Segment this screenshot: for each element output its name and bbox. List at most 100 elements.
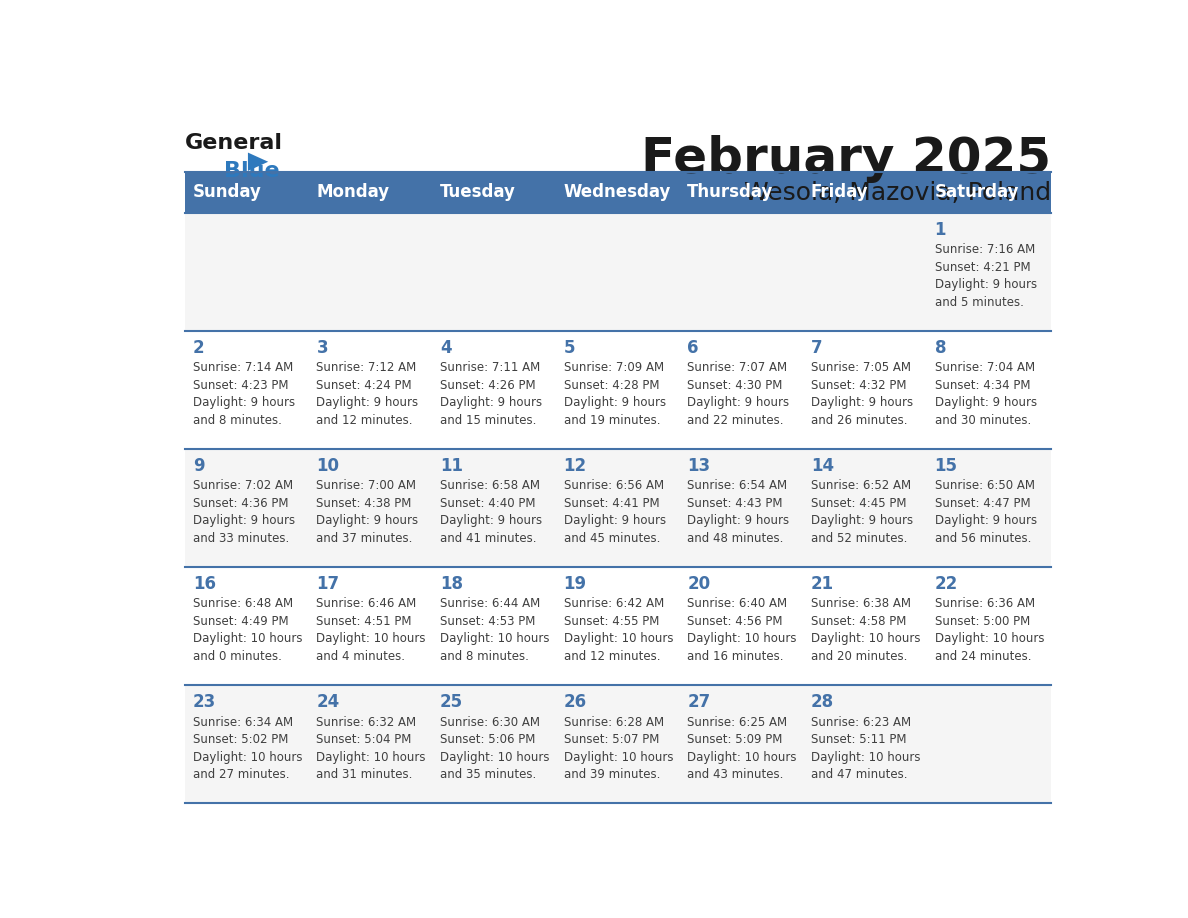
Text: Sunrise: 6:34 AM
Sunset: 5:02 PM
Daylight: 10 hours
and 27 minutes.: Sunrise: 6:34 AM Sunset: 5:02 PM Dayligh… (192, 715, 302, 781)
Text: 24: 24 (316, 693, 340, 711)
Text: Sunrise: 7:11 AM
Sunset: 4:26 PM
Daylight: 9 hours
and 15 minutes.: Sunrise: 7:11 AM Sunset: 4:26 PM Dayligh… (440, 362, 542, 427)
Text: February 2025: February 2025 (640, 135, 1051, 183)
Text: Sunrise: 6:30 AM
Sunset: 5:06 PM
Daylight: 10 hours
and 35 minutes.: Sunrise: 6:30 AM Sunset: 5:06 PM Dayligh… (440, 715, 550, 781)
Bar (556, 685, 680, 803)
Bar (803, 566, 927, 685)
Bar (927, 449, 1051, 566)
Text: Sunrise: 6:38 AM
Sunset: 4:58 PM
Daylight: 10 hours
and 20 minutes.: Sunrise: 6:38 AM Sunset: 4:58 PM Dayligh… (811, 598, 921, 663)
Bar (432, 566, 556, 685)
Bar (556, 172, 680, 213)
Text: 21: 21 (811, 575, 834, 593)
Text: Sunrise: 7:02 AM
Sunset: 4:36 PM
Daylight: 9 hours
and 33 minutes.: Sunrise: 7:02 AM Sunset: 4:36 PM Dayligh… (192, 479, 295, 545)
Text: Sunrise: 7:12 AM
Sunset: 4:24 PM
Daylight: 9 hours
and 12 minutes.: Sunrise: 7:12 AM Sunset: 4:24 PM Dayligh… (316, 362, 418, 427)
Text: Sunday: Sunday (192, 184, 261, 201)
Text: 28: 28 (811, 693, 834, 711)
Text: Sunrise: 6:58 AM
Sunset: 4:40 PM
Daylight: 9 hours
and 41 minutes.: Sunrise: 6:58 AM Sunset: 4:40 PM Dayligh… (440, 479, 542, 545)
Bar (927, 213, 1051, 330)
Bar (185, 449, 309, 566)
Text: Sunrise: 6:44 AM
Sunset: 4:53 PM
Daylight: 10 hours
and 8 minutes.: Sunrise: 6:44 AM Sunset: 4:53 PM Dayligh… (440, 598, 550, 663)
Bar (803, 449, 927, 566)
Text: 19: 19 (563, 575, 587, 593)
Text: Sunrise: 6:28 AM
Sunset: 5:07 PM
Daylight: 10 hours
and 39 minutes.: Sunrise: 6:28 AM Sunset: 5:07 PM Dayligh… (563, 715, 674, 781)
Bar (680, 566, 803, 685)
Text: 14: 14 (811, 457, 834, 475)
Bar (556, 213, 680, 330)
Text: 11: 11 (440, 457, 463, 475)
Text: 23: 23 (192, 693, 216, 711)
Bar (680, 213, 803, 330)
Text: Sunrise: 7:05 AM
Sunset: 4:32 PM
Daylight: 9 hours
and 26 minutes.: Sunrise: 7:05 AM Sunset: 4:32 PM Dayligh… (811, 362, 914, 427)
Bar (185, 213, 309, 330)
Text: 8: 8 (935, 339, 946, 357)
Text: Sunrise: 6:48 AM
Sunset: 4:49 PM
Daylight: 10 hours
and 0 minutes.: Sunrise: 6:48 AM Sunset: 4:49 PM Dayligh… (192, 598, 302, 663)
Bar (309, 213, 432, 330)
Bar (185, 330, 309, 449)
Text: 1: 1 (935, 221, 946, 239)
Text: Sunrise: 7:07 AM
Sunset: 4:30 PM
Daylight: 9 hours
and 22 minutes.: Sunrise: 7:07 AM Sunset: 4:30 PM Dayligh… (688, 362, 789, 427)
Text: Wesola, Mazovia, Poland: Wesola, Mazovia, Poland (744, 181, 1051, 205)
Bar (927, 330, 1051, 449)
Polygon shape (248, 152, 268, 171)
Text: 6: 6 (688, 339, 699, 357)
Bar (556, 566, 680, 685)
Bar (432, 213, 556, 330)
Text: 16: 16 (192, 575, 216, 593)
Text: Monday: Monday (316, 184, 390, 201)
Text: 22: 22 (935, 575, 958, 593)
Bar (185, 685, 309, 803)
Text: 3: 3 (316, 339, 328, 357)
Bar (803, 213, 927, 330)
Text: General: General (185, 132, 283, 152)
Bar (309, 449, 432, 566)
Text: 5: 5 (563, 339, 575, 357)
Text: 18: 18 (440, 575, 463, 593)
Text: Thursday: Thursday (688, 184, 773, 201)
Bar (309, 172, 432, 213)
Text: Tuesday: Tuesday (440, 184, 516, 201)
Text: 25: 25 (440, 693, 463, 711)
Bar (927, 172, 1051, 213)
Bar (680, 330, 803, 449)
Text: 15: 15 (935, 457, 958, 475)
Bar (803, 685, 927, 803)
Text: Sunrise: 7:09 AM
Sunset: 4:28 PM
Daylight: 9 hours
and 19 minutes.: Sunrise: 7:09 AM Sunset: 4:28 PM Dayligh… (563, 362, 665, 427)
Bar (680, 685, 803, 803)
Text: Sunrise: 7:14 AM
Sunset: 4:23 PM
Daylight: 9 hours
and 8 minutes.: Sunrise: 7:14 AM Sunset: 4:23 PM Dayligh… (192, 362, 295, 427)
Bar (927, 566, 1051, 685)
Text: 9: 9 (192, 457, 204, 475)
Bar (185, 566, 309, 685)
Bar (556, 330, 680, 449)
Bar (309, 330, 432, 449)
Bar (432, 685, 556, 803)
Text: Sunrise: 6:32 AM
Sunset: 5:04 PM
Daylight: 10 hours
and 31 minutes.: Sunrise: 6:32 AM Sunset: 5:04 PM Dayligh… (316, 715, 425, 781)
Text: Sunrise: 6:23 AM
Sunset: 5:11 PM
Daylight: 10 hours
and 47 minutes.: Sunrise: 6:23 AM Sunset: 5:11 PM Dayligh… (811, 715, 921, 781)
Text: Sunrise: 6:42 AM
Sunset: 4:55 PM
Daylight: 10 hours
and 12 minutes.: Sunrise: 6:42 AM Sunset: 4:55 PM Dayligh… (563, 598, 674, 663)
Text: 12: 12 (563, 457, 587, 475)
Bar (432, 330, 556, 449)
Text: Sunrise: 6:46 AM
Sunset: 4:51 PM
Daylight: 10 hours
and 4 minutes.: Sunrise: 6:46 AM Sunset: 4:51 PM Dayligh… (316, 598, 425, 663)
Text: Blue: Blue (225, 161, 279, 181)
Bar (556, 449, 680, 566)
Text: 26: 26 (563, 693, 587, 711)
Text: Sunrise: 6:50 AM
Sunset: 4:47 PM
Daylight: 9 hours
and 56 minutes.: Sunrise: 6:50 AM Sunset: 4:47 PM Dayligh… (935, 479, 1037, 545)
Text: Sunrise: 6:36 AM
Sunset: 5:00 PM
Daylight: 10 hours
and 24 minutes.: Sunrise: 6:36 AM Sunset: 5:00 PM Dayligh… (935, 598, 1044, 663)
Text: Sunrise: 7:00 AM
Sunset: 4:38 PM
Daylight: 9 hours
and 37 minutes.: Sunrise: 7:00 AM Sunset: 4:38 PM Dayligh… (316, 479, 418, 545)
Text: 20: 20 (688, 575, 710, 593)
Text: 7: 7 (811, 339, 822, 357)
Text: Sunrise: 6:40 AM
Sunset: 4:56 PM
Daylight: 10 hours
and 16 minutes.: Sunrise: 6:40 AM Sunset: 4:56 PM Dayligh… (688, 598, 797, 663)
Bar (927, 685, 1051, 803)
Text: Sunrise: 6:25 AM
Sunset: 5:09 PM
Daylight: 10 hours
and 43 minutes.: Sunrise: 6:25 AM Sunset: 5:09 PM Dayligh… (688, 715, 797, 781)
Bar (432, 449, 556, 566)
Text: Wednesday: Wednesday (563, 184, 671, 201)
Text: 27: 27 (688, 693, 710, 711)
Bar (680, 449, 803, 566)
Bar (803, 172, 927, 213)
Text: 13: 13 (688, 457, 710, 475)
Bar (680, 172, 803, 213)
Bar (185, 172, 309, 213)
Text: 17: 17 (316, 575, 340, 593)
Text: 10: 10 (316, 457, 340, 475)
Text: 4: 4 (440, 339, 451, 357)
Bar (803, 330, 927, 449)
Bar (432, 172, 556, 213)
